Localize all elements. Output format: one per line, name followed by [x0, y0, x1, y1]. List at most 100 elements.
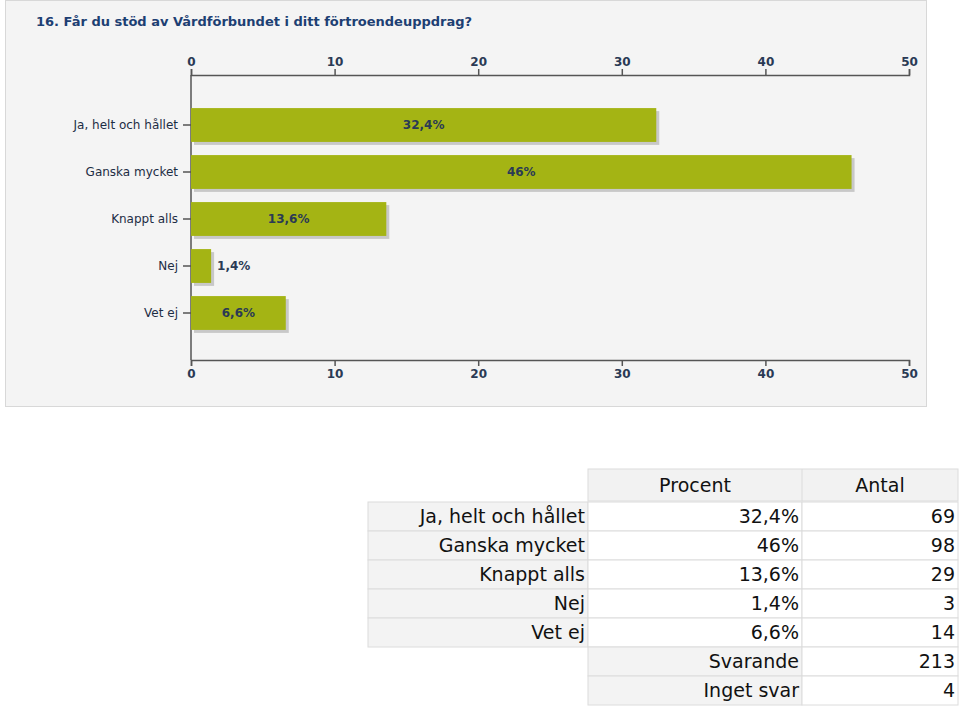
table-cell — [802, 618, 958, 647]
category-label: Knappt alls — [111, 212, 178, 226]
table-row-label: Ja, helt och hållet — [419, 505, 585, 527]
tick-label: 40 — [758, 367, 775, 381]
table-row-label-bg — [368, 618, 588, 647]
table-row-label: Vet ej — [531, 621, 585, 643]
table-cell-text: 3 — [943, 592, 955, 614]
tick-mark — [183, 171, 191, 173]
tick: Ja, helt och hållet — [73, 118, 191, 132]
tick: 0 — [187, 55, 195, 75]
tick-label: 10 — [327, 55, 344, 69]
table-row-label: Nej — [554, 592, 585, 614]
tick-mark — [765, 360, 767, 366]
data-label: 32,4% — [403, 118, 445, 132]
x-axis: 0 10 20 30 40 50 — [187, 55, 918, 76]
table-header: Antal — [855, 474, 904, 496]
tick-label: 20 — [470, 55, 487, 69]
tick-mark — [909, 360, 911, 366]
tick-label: 0 — [187, 55, 195, 69]
tick-label: 40 — [758, 55, 775, 69]
table-cell — [588, 531, 802, 560]
tick-label: 50 — [901, 55, 918, 69]
table-cell-text: 98 — [931, 534, 955, 556]
tick-mark — [183, 265, 191, 267]
tick-label: 30 — [614, 55, 631, 69]
tick-mark — [478, 360, 480, 366]
tick: Vet ej — [144, 306, 191, 320]
tick: 50 — [901, 360, 918, 381]
tick-mark — [183, 218, 191, 220]
data-label: 13,6% — [268, 212, 310, 226]
tick-mark — [334, 69, 336, 75]
tick-mark — [765, 69, 767, 75]
category-label: Vet ej — [144, 306, 178, 320]
axis-line — [192, 361, 910, 367]
data-label: 6,6% — [222, 306, 255, 320]
chart-panel — [6, 1, 927, 407]
bar — [191, 155, 852, 189]
tick: 10 — [327, 360, 344, 381]
tick: 30 — [614, 55, 631, 75]
y-axis: Ja, helt och hållet Ganska mycket Knappt a… — [73, 118, 191, 320]
axis-line — [192, 69, 910, 76]
tick: 40 — [758, 55, 775, 75]
tick: 0 — [187, 360, 195, 381]
table-cell — [588, 618, 802, 647]
tick-mark — [334, 360, 336, 366]
table-cell-text: 32,4% — [739, 505, 799, 527]
category-label: Nej — [158, 259, 178, 273]
table-cell — [802, 676, 958, 705]
table-header-bg — [588, 469, 958, 501]
tick-mark — [478, 69, 480, 75]
tick-label: 20 — [470, 367, 487, 381]
tick-mark — [191, 360, 193, 366]
table-cell-text: 29 — [931, 563, 955, 585]
table-summary-label: Svarande — [709, 650, 799, 672]
table-summary-label-bg — [588, 676, 802, 705]
table-cell — [588, 589, 802, 618]
tick-label: 0 — [187, 367, 195, 381]
tick-mark — [183, 312, 191, 314]
table-cell — [802, 560, 958, 589]
tick: Nej — [158, 259, 191, 273]
data-label: 46% — [507, 165, 536, 179]
tick-mark — [622, 360, 624, 366]
table-cell-text: 46% — [757, 534, 799, 556]
category-label: Ganska mycket — [86, 165, 179, 179]
table-summary-label: Inget svar — [704, 679, 800, 701]
bars — [191, 108, 855, 333]
x-axis: 0 10 20 30 40 50 — [187, 360, 918, 381]
tick-label: 10 — [327, 367, 344, 381]
table-cell — [588, 502, 802, 531]
category-label: Ja, helt och hållet — [73, 118, 179, 132]
tick: 40 — [758, 360, 775, 381]
table-header: Procent — [659, 474, 731, 496]
table: Procent Antal Ja, helt och hållet 32,4% 69 Ga… — [368, 469, 958, 705]
table-row-label: Knappt alls — [479, 563, 585, 585]
bar — [191, 202, 386, 236]
table-cell — [802, 531, 958, 560]
tick: 30 — [614, 360, 631, 381]
bar — [191, 108, 656, 142]
table-cell-text: 1,4% — [751, 592, 799, 614]
table-summary-label-bg — [588, 647, 802, 676]
table-cell-text: 14 — [931, 621, 955, 643]
table-cell-text: 69 — [931, 505, 955, 527]
tick: Ganska mycket — [86, 165, 191, 179]
table-cell-text: 13,6% — [739, 563, 799, 585]
bar — [191, 249, 211, 283]
table-row-label-bg — [368, 560, 588, 589]
table-summary-value: 213 — [919, 650, 955, 672]
tick-label: 30 — [614, 367, 631, 381]
data-label: 1,4% — [217, 259, 250, 273]
tick: 20 — [470, 55, 487, 75]
tick-mark — [191, 69, 193, 75]
table-row-label: Ganska mycket — [439, 534, 585, 556]
table-row-label-bg — [368, 502, 588, 531]
canvas: 16. Får du stöd av Vårdförbundet i ditt … — [0, 0, 959, 709]
tick: 20 — [470, 360, 487, 381]
table-divider — [802, 469, 803, 501]
bar — [191, 296, 286, 330]
tick-mark — [909, 69, 911, 75]
table-row-label-bg — [368, 589, 588, 618]
table-cell — [588, 560, 802, 589]
